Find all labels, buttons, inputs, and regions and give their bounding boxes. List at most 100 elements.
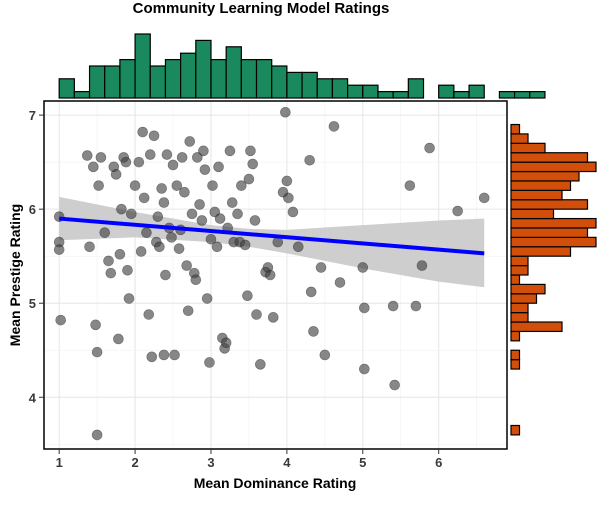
data-point [308, 326, 319, 337]
data-point [359, 363, 370, 375]
data-point [207, 180, 218, 191]
data-point [95, 152, 107, 163]
data-point [478, 192, 490, 204]
right-histogram-bar [510, 424, 521, 436]
data-point [88, 161, 99, 173]
data-point [249, 215, 261, 226]
data-point [148, 130, 160, 142]
data-point [452, 205, 463, 217]
y-axis-ticks: 4 5 6 7 [29, 108, 44, 405]
data-point [242, 290, 253, 301]
data-point [236, 180, 247, 191]
data-point [267, 312, 279, 323]
data-point [141, 227, 152, 238]
right-histogram-bar [510, 208, 555, 220]
top-histogram-bar [195, 39, 212, 99]
right-histogram-bar [510, 312, 529, 323]
top-histogram-bar [453, 90, 470, 99]
data-point [226, 197, 238, 208]
right-histogram-bar [510, 170, 580, 182]
data-point [143, 309, 155, 320]
data-point [137, 126, 148, 138]
data-point [201, 293, 213, 304]
data-point [167, 159, 179, 171]
data-point [224, 145, 236, 157]
data-point [359, 302, 370, 314]
top-histogram-bar [164, 58, 182, 99]
data-point [186, 208, 198, 220]
top-histogram-bar [210, 58, 227, 99]
data-point [179, 186, 190, 198]
x-axis-label: Mean Dominance Rating [194, 475, 357, 491]
data-point [416, 260, 428, 271]
data-point [158, 349, 170, 361]
top-histogram-bar [119, 58, 136, 99]
x-tick-label: 4 [283, 455, 291, 470]
right-histogram-bar [510, 264, 529, 276]
x-tick-label: 2 [131, 455, 138, 470]
main-panel [43, 100, 508, 450]
scatter-points [53, 106, 490, 441]
right-histogram-bar [510, 199, 589, 210]
plot-border [43, 100, 508, 450]
right-histogram-bar [510, 236, 597, 248]
top-histogram [58, 33, 546, 99]
top-histogram-bar [255, 58, 273, 99]
data-point [91, 429, 103, 441]
right-histogram-bar [510, 330, 521, 342]
data-point [387, 300, 399, 312]
right-histogram-bar [510, 161, 597, 173]
data-point [204, 357, 215, 368]
x-tick-label: 6 [435, 455, 442, 470]
right-histogram-bar [510, 123, 521, 135]
top-histogram-bar [271, 65, 288, 99]
regression-line [59, 216, 485, 256]
data-point [133, 156, 145, 168]
data-point [190, 274, 202, 286]
data-point [410, 300, 422, 312]
x-tick-label: 3 [207, 455, 214, 470]
top-histogram-bar [225, 46, 242, 99]
right-histogram-bar [510, 274, 521, 286]
data-point [198, 145, 209, 157]
right-histogram-bar [510, 142, 546, 154]
data-point [205, 233, 217, 245]
right-histogram [510, 123, 597, 436]
data-point [161, 149, 173, 160]
data-point [84, 241, 95, 253]
top-histogram-bar [240, 58, 258, 99]
y-tick-label: 7 [29, 108, 36, 123]
top-histogram-bar [316, 78, 334, 99]
x-tick-label: 1 [56, 455, 63, 470]
data-point [304, 154, 315, 166]
right-histogram-bar [510, 227, 589, 238]
data-point [199, 164, 211, 175]
data-point [158, 197, 170, 208]
top-histogram-bar [180, 52, 197, 99]
data-point [196, 215, 208, 226]
data-point [220, 337, 232, 349]
top-histogram-bar [438, 84, 455, 99]
data-point [152, 211, 164, 222]
top-histogram-bar [286, 71, 303, 99]
data-point [214, 213, 226, 224]
top-histogram-bar [529, 90, 546, 99]
data-point [184, 136, 196, 147]
data-point [171, 180, 183, 191]
data-point [125, 208, 137, 220]
right-histogram-bar [510, 349, 521, 361]
right-histogram-bar [510, 302, 529, 314]
top-histogram-bar [88, 65, 106, 99]
data-point [328, 121, 340, 132]
data-point [239, 239, 251, 251]
data-point [334, 277, 346, 288]
right-histogram-bar [510, 293, 538, 304]
data-point [213, 161, 224, 173]
data-point [114, 249, 126, 260]
data-point [315, 262, 327, 273]
data-point [211, 241, 223, 253]
data-point [91, 346, 103, 358]
data-point [81, 150, 93, 161]
data-point [243, 173, 255, 185]
